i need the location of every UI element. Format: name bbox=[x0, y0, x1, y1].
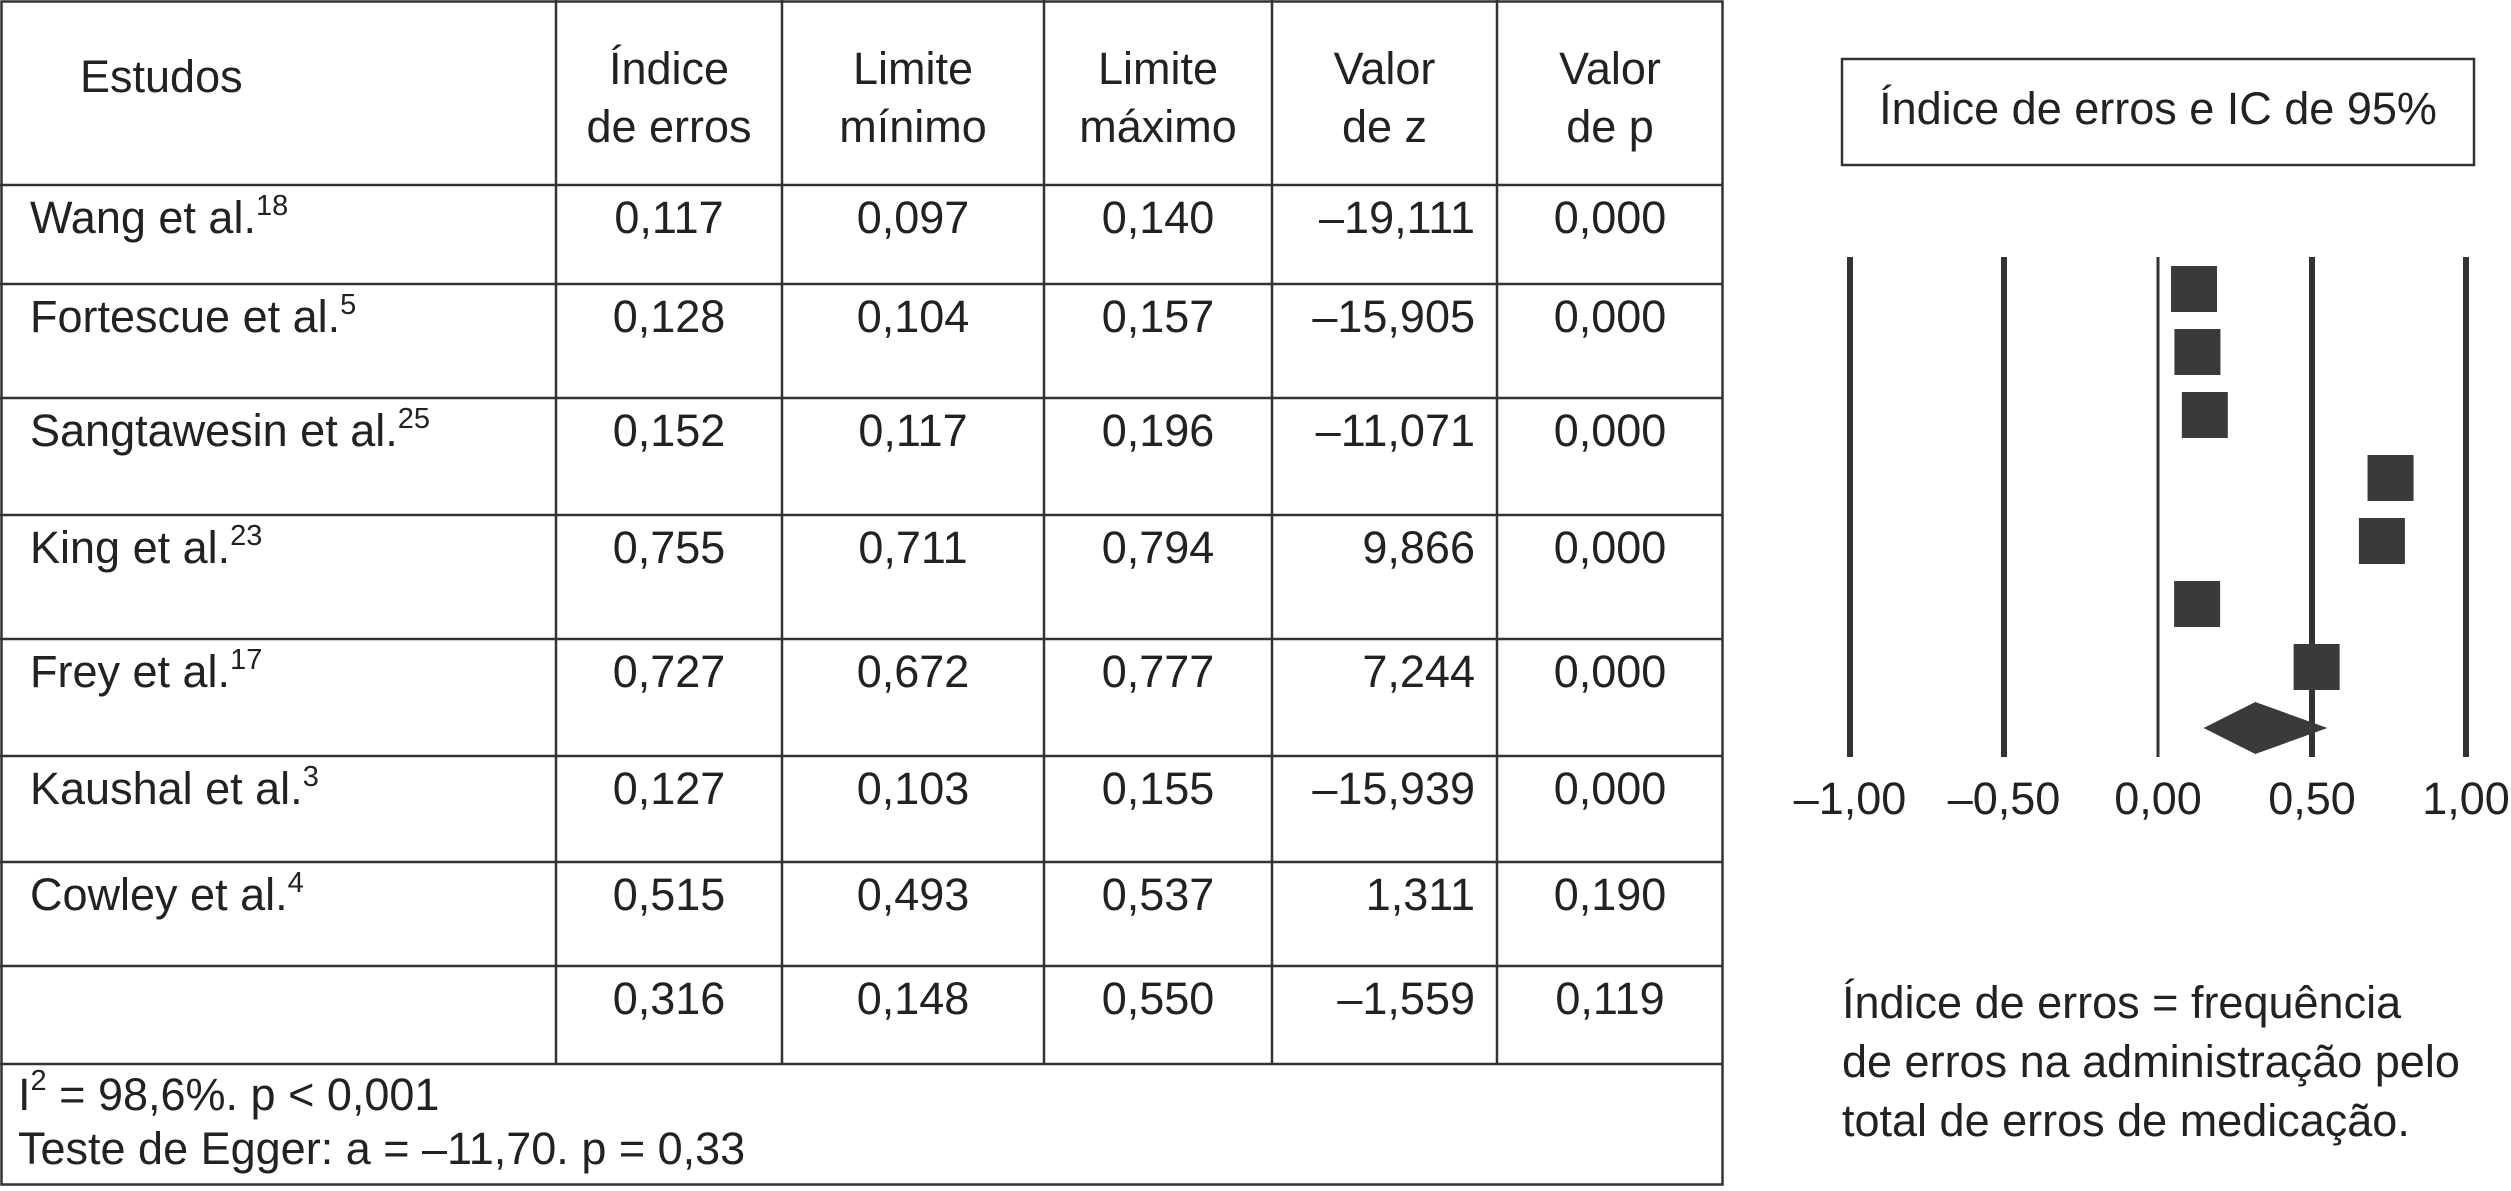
x-tick-label: 0,50 bbox=[2268, 773, 2356, 824]
table-cell: 0,711 bbox=[858, 522, 967, 573]
table-cell: 1,311 bbox=[1366, 869, 1475, 920]
reference: 23 bbox=[230, 520, 262, 552]
study-marker bbox=[2174, 581, 2221, 627]
study-name: Kaushal et al.3 bbox=[30, 761, 319, 814]
summary-diamond bbox=[2203, 702, 2328, 754]
table-cell: 0,550 bbox=[1102, 973, 1215, 1024]
table-cell: 0,140 bbox=[1102, 192, 1215, 243]
study-label: Sangtawesin et al. bbox=[30, 405, 398, 456]
study-label: Wang et al. bbox=[30, 192, 256, 243]
table-cell: 0,104 bbox=[857, 291, 970, 342]
table-cell: 0,000 bbox=[1554, 405, 1667, 456]
note: de erros na administração pelo bbox=[1842, 1036, 2460, 1087]
study-name: Fortescue et al.5 bbox=[30, 289, 356, 342]
table-cell: 0,148 bbox=[857, 973, 970, 1024]
chart-title: Índice de erros e IC de 95% bbox=[1879, 83, 2437, 134]
title-box bbox=[1840, 57, 2476, 167]
reference: 18 bbox=[256, 190, 288, 222]
table-cell: –11,071 bbox=[1316, 405, 1475, 456]
table-cell: 0,097 bbox=[857, 192, 970, 243]
x-tick-label: –1,00 bbox=[1794, 773, 1907, 824]
table-cell: 0,000 bbox=[1554, 522, 1667, 573]
reference: 17 bbox=[230, 644, 262, 676]
study-name: Cowley et al.4 bbox=[30, 867, 304, 920]
table-border bbox=[0, 0, 1724, 1186]
table-cell: 0,515 bbox=[613, 869, 726, 920]
study-name: Frey et al.17 bbox=[30, 644, 262, 697]
egger-test: Teste de Egger: a = –11,70. p = 0,33 bbox=[18, 1123, 745, 1174]
table-cell: 0,127 bbox=[613, 763, 726, 814]
study-label: Frey et al. bbox=[30, 646, 230, 697]
table-cell: 0,000 bbox=[1554, 646, 1667, 697]
table-cell: 0,727 bbox=[613, 646, 726, 697]
column-header: Índice bbox=[609, 43, 729, 94]
reference: 25 bbox=[398, 403, 430, 435]
note: Índice de erros = frequência bbox=[1842, 977, 2402, 1028]
study-marker bbox=[2358, 518, 2405, 564]
x-tick-label: –0,50 bbox=[1948, 773, 2061, 824]
table-cell: 0,777 bbox=[1102, 646, 1215, 697]
column-header: de p bbox=[1566, 101, 1654, 152]
table-cell: 0,316 bbox=[613, 973, 726, 1024]
stat-text: = 98,6%. p < 0,001 bbox=[47, 1069, 440, 1120]
heterogeneity: I2 = 98,6%. p < 0,001 bbox=[18, 1065, 439, 1120]
table-cell: 0,119 bbox=[1555, 973, 1664, 1024]
table-cell: 0,493 bbox=[857, 869, 970, 920]
table-cell: 0,190 bbox=[1554, 869, 1667, 920]
table-cell: –15,939 bbox=[1312, 763, 1475, 814]
table-cell: 0,755 bbox=[613, 522, 726, 573]
study-label: Cowley et al. bbox=[30, 869, 288, 920]
table-cell: –19,111 bbox=[1319, 192, 1475, 243]
table-cell: 0,794 bbox=[1102, 522, 1215, 573]
column-header: Valor bbox=[1559, 43, 1661, 94]
study-label: Kaushal et al. bbox=[30, 763, 303, 814]
x-tick-label: 0,00 bbox=[2114, 773, 2202, 824]
study-marker bbox=[2174, 329, 2221, 375]
column-header: Limite bbox=[853, 43, 973, 94]
study-label: Fortescue et al. bbox=[30, 291, 340, 342]
study-name: Wang et al.18 bbox=[30, 190, 288, 243]
table-cell: 0,117 bbox=[614, 192, 723, 243]
table-cell: 0,128 bbox=[613, 291, 726, 342]
study-label: King et al. bbox=[30, 522, 230, 573]
table-cell: 0,672 bbox=[857, 646, 970, 697]
table-cell: 0,196 bbox=[1102, 405, 1215, 456]
note: total de erros de medicação. bbox=[1842, 1095, 2410, 1146]
table-cell: 0,155 bbox=[1102, 763, 1215, 814]
table-cell: 0,537 bbox=[1102, 869, 1215, 920]
table-cell: 0,152 bbox=[613, 405, 726, 456]
reference: 4 bbox=[288, 867, 304, 899]
table-cell: 7,244 bbox=[1362, 646, 1475, 697]
column-header: máximo bbox=[1079, 101, 1237, 152]
table-cell: 0,157 bbox=[1102, 291, 1215, 342]
stat-i: I bbox=[18, 1069, 31, 1120]
table-cell: 0,103 bbox=[857, 763, 970, 814]
column-header: de erros bbox=[586, 101, 751, 152]
column-header: Valor bbox=[1334, 43, 1436, 94]
study-marker bbox=[2171, 266, 2218, 312]
study-name: Sangtawesin et al.25 bbox=[30, 403, 430, 456]
study-marker bbox=[2181, 392, 2228, 438]
table-cell: 0,000 bbox=[1554, 291, 1667, 342]
study-name: King et al.23 bbox=[30, 520, 262, 573]
x-tick-label: 1,00 bbox=[2422, 773, 2510, 824]
table-cell: 0,000 bbox=[1554, 192, 1667, 243]
stat-sup: 2 bbox=[31, 1065, 47, 1097]
table-cell: 0,000 bbox=[1554, 763, 1667, 814]
table-cell: 9,866 bbox=[1362, 522, 1475, 573]
column-header: Limite bbox=[1098, 43, 1218, 94]
column-header: Estudos bbox=[80, 51, 243, 102]
study-marker bbox=[2367, 455, 2414, 501]
table-cell: 0,117 bbox=[858, 405, 967, 456]
column-header: de z bbox=[1342, 101, 1427, 152]
table-cell: –15,905 bbox=[1312, 291, 1475, 342]
reference: 3 bbox=[303, 761, 319, 793]
reference: 5 bbox=[340, 289, 356, 321]
column-header: mínimo bbox=[839, 101, 987, 152]
table-cell: –1,559 bbox=[1337, 973, 1475, 1024]
study-marker bbox=[2293, 644, 2340, 690]
